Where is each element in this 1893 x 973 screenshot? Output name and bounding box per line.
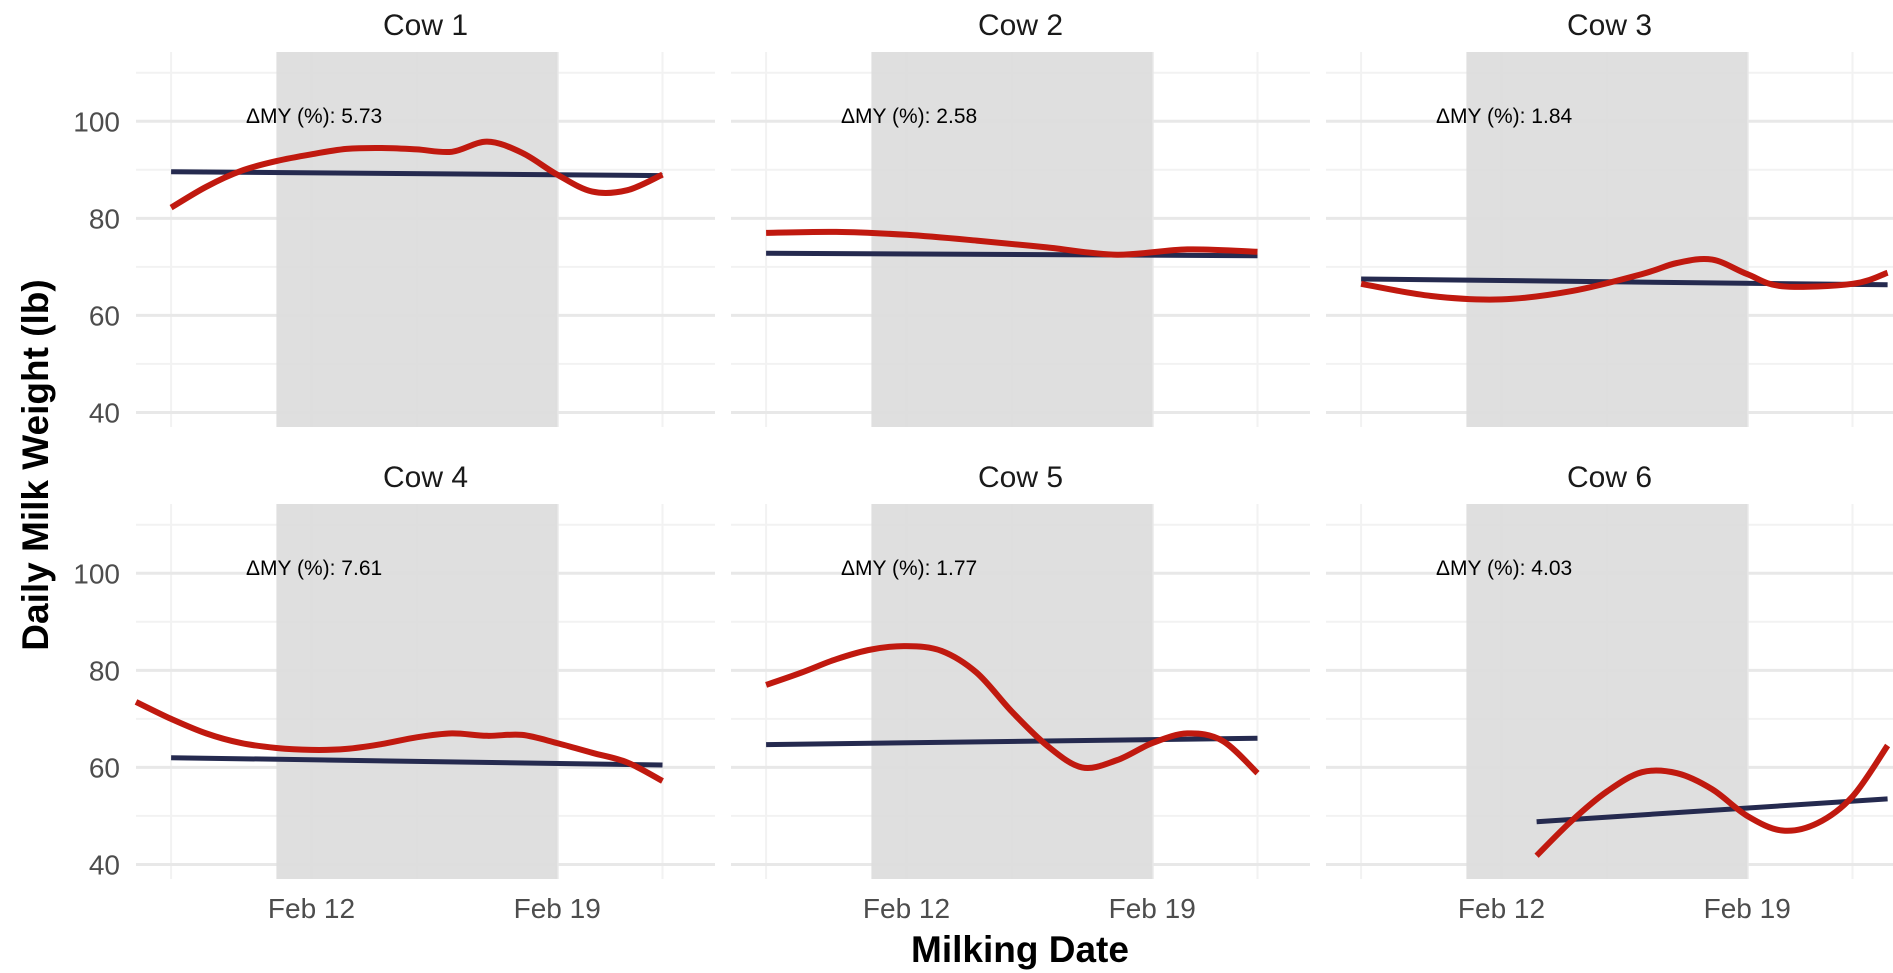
x-tick-label: Feb 19 — [514, 893, 601, 924]
facet-panel-6: Cow 6 ΔMY (%): 4.03 Feb 12 Feb 19 — [1326, 461, 1893, 924]
y-tick-label: 60 — [89, 752, 120, 783]
trend-line — [1536, 796, 1888, 825]
facet-title: Cow 2 — [978, 9, 1063, 42]
facet-title: Cow 5 — [978, 461, 1063, 494]
smoothed-milk-line — [765, 643, 1260, 776]
delta-my-annotation: ΔMY (%): 5.73 — [246, 105, 382, 128]
facet-panel-3: Cow 3 ΔMY (%): 1.84 — [1326, 9, 1893, 427]
delta-my-annotation: ΔMY (%): 1.77 — [841, 557, 977, 580]
y-tick-label: 40 — [89, 397, 120, 428]
facet-title: Cow 6 — [1567, 461, 1652, 494]
facet-panel-1: Cow 1 ΔMY (%): 5.73 40 60 80 100 — [73, 9, 715, 428]
facet-title: Cow 3 — [1567, 9, 1652, 42]
x-tick-label: Feb 19 — [1704, 893, 1791, 924]
x-axis-title: Milking Date — [911, 929, 1129, 970]
smoothed-milk-line — [1360, 255, 1889, 303]
facet-title: Cow 1 — [383, 9, 468, 42]
delta-my-annotation: ΔMY (%): 4.03 — [1436, 557, 1572, 580]
shaded-period — [1466, 52, 1748, 427]
smoothed-milk-line — [169, 138, 664, 211]
x-tick-label: Feb 12 — [863, 893, 950, 924]
y-axis-title: Daily Milk Weight (lb) — [15, 279, 56, 650]
facet-panel-5: Cow 5 ΔMY (%): 1.77 Feb 12 Feb 19 — [731, 461, 1310, 924]
shaded-period — [276, 52, 558, 427]
delta-my-annotation: ΔMY (%): 1.84 — [1436, 105, 1573, 128]
x-tick-label: Feb 12 — [1458, 893, 1545, 924]
y-tick-label: 100 — [73, 106, 120, 137]
trend-line — [766, 735, 1258, 748]
facet-grid: Cow 1 ΔMY (%): 5.73 40 60 80 100 Cow 2 ΔMY (%):… — [73, 9, 1893, 924]
facet-panel-4: Cow 4 ΔMY (%): 7.61 40 60 80 100 Feb 12 Feb 19 — [73, 461, 715, 924]
facet-title: Cow 4 — [383, 461, 468, 494]
trend-line — [171, 755, 663, 768]
y-tick-label: 80 — [89, 203, 120, 234]
smoothed-milk-line — [1534, 743, 1891, 858]
trend-line — [1361, 276, 1888, 288]
smoothed-milk-line — [766, 228, 1258, 258]
trend-line — [766, 250, 1258, 259]
x-tick-label: Feb 19 — [1109, 893, 1196, 924]
smoothed-milk-line — [134, 699, 664, 784]
y-tick-label: 100 — [73, 558, 120, 589]
y-tick-label: 80 — [89, 655, 120, 686]
delta-my-annotation: ΔMY (%): 2.58 — [841, 105, 977, 128]
x-tick-label: Feb 12 — [268, 893, 355, 924]
shaded-period — [276, 504, 558, 879]
y-tick-label: 60 — [89, 300, 120, 331]
shaded-period — [871, 52, 1153, 427]
trend-line — [171, 169, 663, 179]
delta-my-annotation: ΔMY (%): 7.61 — [246, 557, 382, 580]
shaded-period — [871, 504, 1153, 879]
facet-panel-2: Cow 2 ΔMY (%): 2.58 — [731, 9, 1310, 427]
y-tick-label: 40 — [89, 849, 120, 880]
